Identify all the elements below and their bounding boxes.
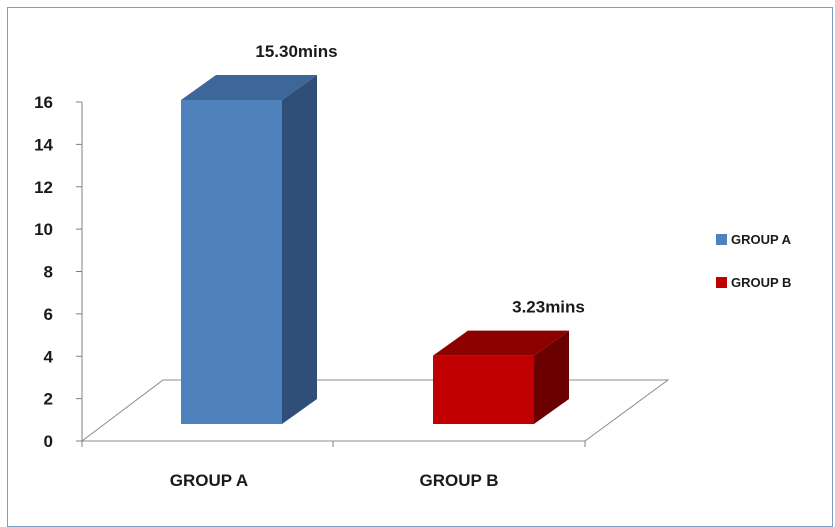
y-tick-label: 4 (44, 347, 54, 366)
bar-side-face (534, 330, 569, 424)
legend-label: GROUP A (731, 232, 792, 247)
chart-floor (80, 379, 670, 442)
legend-swatch (716, 277, 727, 288)
legend-swatch (716, 234, 727, 245)
y-tick-label: 14 (34, 135, 53, 154)
bar-top-face (181, 75, 317, 100)
y-tick-label: 8 (44, 263, 53, 282)
bar-front-face (181, 100, 282, 424)
bar-top-face (433, 330, 569, 356)
legend: GROUP A GROUP B (716, 232, 792, 290)
data-label: 3.23mins (512, 298, 585, 317)
y-tick-label: 16 (34, 93, 53, 112)
y-tick-label: 12 (34, 178, 53, 197)
bar-front-face (433, 355, 534, 424)
y-axis-ticks: 0 2 4 6 8 10 12 14 16 (34, 93, 586, 451)
bar-group-a (181, 75, 317, 424)
chart-floor-plane (80, 379, 670, 442)
bars (181, 75, 569, 424)
legend-item: GROUP B (716, 275, 791, 290)
category-labels: GROUP A GROUP B (170, 471, 499, 490)
data-label: 15.30mins (255, 42, 337, 61)
legend-label: GROUP B (731, 275, 791, 290)
y-tick-label: 6 (44, 305, 53, 324)
data-labels: 15.30mins 3.23mins (255, 42, 585, 317)
bar-side-face (282, 75, 317, 424)
y-tick-label: 2 (44, 390, 53, 409)
category-label: GROUP B (419, 471, 498, 490)
bar-group-b (433, 330, 569, 424)
y-tick-label: 10 (34, 220, 53, 239)
y-tick-label: 0 (44, 432, 53, 451)
legend-item: GROUP A (716, 232, 792, 247)
category-label: GROUP A (170, 471, 248, 490)
